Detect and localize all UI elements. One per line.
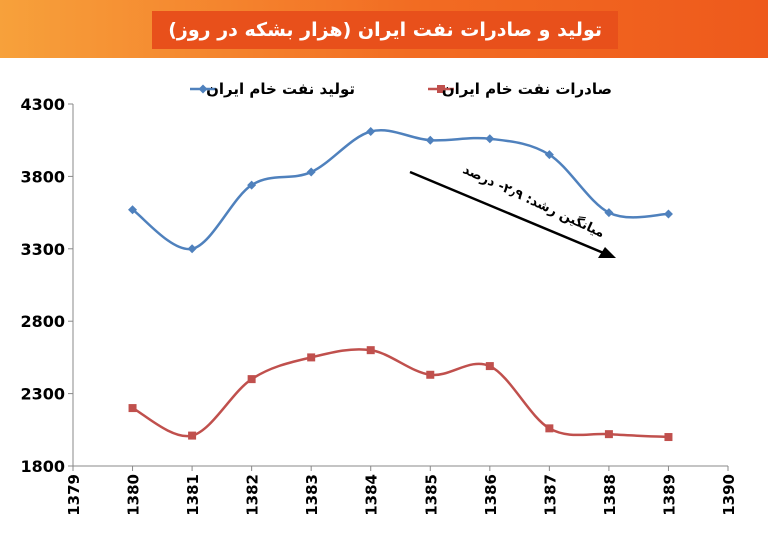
data-point-diamond bbox=[187, 244, 197, 254]
x-tick-label: 1380 bbox=[125, 474, 143, 516]
x-tick-label: 1383 bbox=[303, 474, 321, 516]
x-tick-label: 1390 bbox=[720, 474, 738, 516]
data-point-diamond bbox=[247, 180, 257, 190]
data-point-diamond bbox=[366, 127, 376, 137]
legend-marker bbox=[437, 85, 445, 93]
legend-label: صادرات نفت خام ایران bbox=[442, 80, 612, 98]
data-point-square bbox=[426, 370, 435, 379]
x-tick-label: 1386 bbox=[482, 474, 500, 516]
y-tick-label: 3800 bbox=[20, 167, 65, 186]
data-point-diamond bbox=[128, 205, 138, 215]
data-point-square bbox=[188, 431, 197, 440]
legend-label: تولید نفت خام ایران bbox=[206, 80, 355, 98]
trend-arrow bbox=[409, 170, 616, 258]
legend: صادرات نفت خام ایران تولید نفت خام ایران bbox=[190, 80, 612, 98]
trend-arrow-line bbox=[409, 170, 607, 256]
y-tick-label: 1800 bbox=[20, 457, 65, 476]
trend-arrow-head bbox=[598, 247, 616, 258]
x-tick-label: 1381 bbox=[184, 474, 202, 516]
data-point-square bbox=[485, 362, 494, 371]
x-tick-label: 1387 bbox=[541, 474, 559, 516]
x-tick-label: 1382 bbox=[244, 474, 262, 516]
series-line bbox=[131, 129, 669, 251]
data-point-square bbox=[545, 424, 554, 433]
data-point-square bbox=[604, 430, 613, 439]
legend-marker bbox=[198, 84, 208, 94]
data-point-square bbox=[664, 433, 673, 442]
y-tick-label: 2300 bbox=[20, 385, 65, 404]
series-line bbox=[131, 348, 669, 439]
x-tick-label: 1389 bbox=[660, 474, 678, 516]
series-export bbox=[128, 346, 673, 442]
y-tick-label: 3300 bbox=[20, 240, 65, 259]
x-tick-label: 1384 bbox=[363, 474, 381, 516]
data-point-diamond bbox=[544, 150, 554, 160]
y-tick-label: 4300 bbox=[20, 95, 65, 114]
data-point-diamond bbox=[425, 135, 435, 145]
data-point-diamond bbox=[306, 167, 316, 177]
data-point-square bbox=[307, 353, 316, 362]
x-tick-label: 1379 bbox=[65, 474, 83, 516]
data-point-diamond bbox=[485, 134, 495, 144]
x-tick-label: 1385 bbox=[422, 474, 440, 516]
series-production bbox=[128, 127, 673, 254]
data-point-diamond bbox=[604, 208, 614, 218]
y-tick-label: 2800 bbox=[20, 312, 65, 331]
x-tick-label: 1388 bbox=[601, 474, 619, 516]
data-point-square bbox=[366, 346, 375, 355]
data-point-square bbox=[128, 404, 137, 413]
series-layer bbox=[128, 127, 673, 442]
data-point-square bbox=[247, 375, 256, 384]
chart-title: تولید و صادرات نفت ایران (هزار بشکه در ر… bbox=[152, 11, 618, 49]
data-point-diamond bbox=[663, 209, 673, 219]
